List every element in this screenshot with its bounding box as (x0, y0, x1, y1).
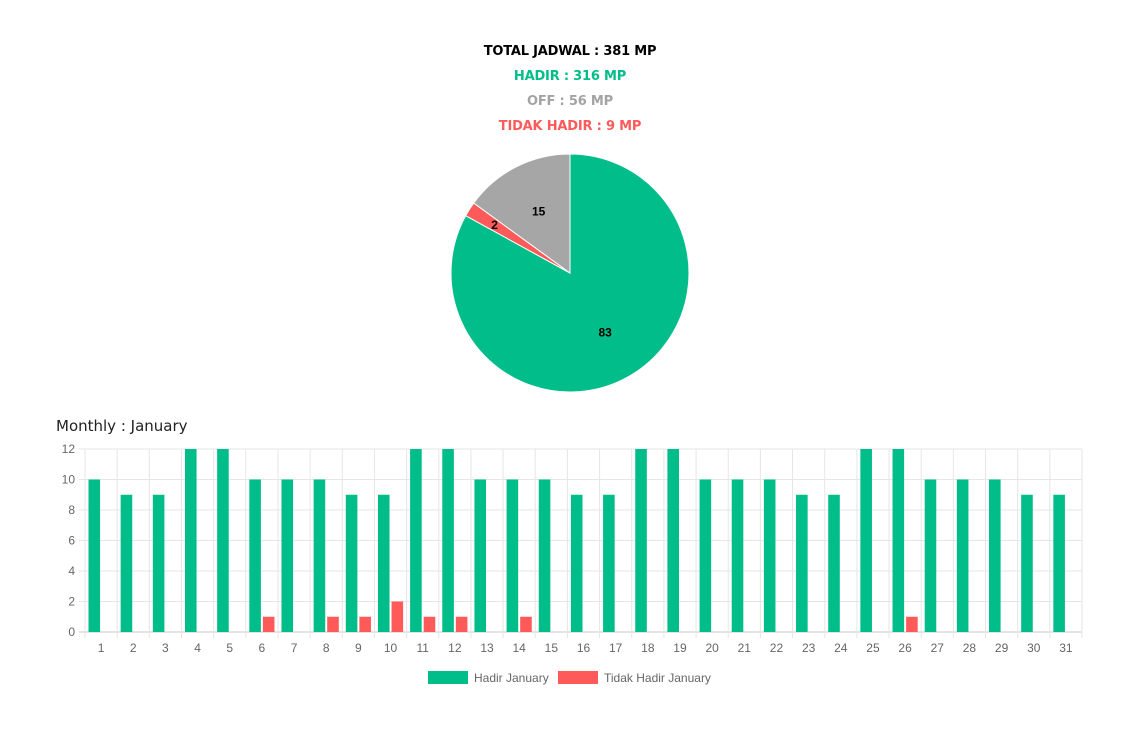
y-tick-label: 8 (68, 503, 75, 517)
x-tick-label: 13 (480, 641, 494, 655)
bar-tidak-hadir-8 (327, 616, 339, 632)
bar-hadir-3 (152, 494, 165, 632)
pie-label-hadir: 83 (598, 325, 612, 339)
x-tick-label: 17 (609, 641, 623, 655)
bar-tidak-hadir-6 (262, 616, 275, 632)
total-jadwal-label: TOTAL JADWAL : 381 MP (483, 44, 657, 59)
bar-hadir-26 (892, 449, 905, 632)
x-tick-label: 3 (162, 641, 169, 655)
x-tick-label: 19 (673, 641, 687, 655)
bar-hadir-21 (731, 479, 744, 632)
bar-hadir-8 (313, 479, 326, 632)
x-tick-label: 8 (323, 641, 330, 655)
hadir-label: HADIR : 316 MP (513, 69, 627, 84)
bar-tidak-hadir-9 (359, 616, 371, 632)
bar-hadir-16 (570, 494, 583, 632)
x-tick-label: 9 (355, 641, 362, 655)
bar-tidak-hadir-11 (423, 616, 436, 632)
off-label: OFF : 56 MP (527, 94, 613, 109)
x-tick-label: 6 (259, 641, 266, 655)
y-tick-label: 0 (68, 625, 75, 639)
x-tick-label: 15 (545, 641, 559, 655)
bar-hadir-31 (1053, 494, 1065, 632)
x-tick-label: 5 (226, 641, 233, 655)
y-tick-label: 4 (68, 564, 75, 578)
x-tick-label: 4 (194, 641, 201, 655)
legend-label-0: Hadir January (474, 671, 549, 685)
bar-hadir-10 (377, 494, 390, 632)
bar-hadir-24 (828, 494, 840, 632)
x-tick-label: 24 (834, 641, 848, 655)
bar-hadir-23 (796, 494, 808, 632)
bar-hadir-1 (88, 479, 101, 632)
bar-chart-title: Monthly : January (56, 417, 188, 435)
bar-hadir-13 (474, 479, 487, 632)
x-tick-label: 2 (130, 641, 137, 655)
legend-swatch-1 (558, 671, 598, 684)
x-tick-label: 20 (705, 641, 719, 655)
bar-tidak-hadir-26 (906, 616, 918, 632)
bar-hadir-28 (956, 479, 969, 632)
tidak-hadir-label: TIDAK HADIR : 9 MP (498, 119, 642, 134)
x-tick-label: 22 (770, 641, 784, 655)
bar-hadir-17 (603, 494, 615, 632)
y-tick-label: 12 (62, 442, 76, 456)
bar-hadir-19 (667, 449, 679, 632)
x-tick-label: 23 (802, 641, 816, 655)
bar-hadir-22 (763, 479, 776, 632)
pie-label-off: 15 (532, 205, 546, 219)
bar-hadir-11 (410, 449, 422, 632)
y-tick-label: 2 (68, 595, 75, 609)
bar-hadir-27 (924, 479, 937, 632)
x-tick-label: 21 (738, 641, 752, 655)
x-tick-label: 16 (577, 641, 591, 655)
bar-hadir-25 (860, 449, 872, 632)
bar-hadir-4 (184, 449, 197, 632)
x-tick-label: 28 (963, 641, 977, 655)
bar-tidak-hadir-10 (391, 601, 404, 632)
bar-tidak-hadir-14 (520, 616, 532, 632)
x-tick-label: 11 (416, 641, 429, 655)
x-tick-label: 18 (641, 641, 655, 655)
x-tick-label: 30 (1027, 641, 1041, 655)
legend-swatch-0 (428, 671, 468, 684)
x-tick-label: 12 (448, 641, 462, 655)
bar-hadir-7 (281, 479, 294, 632)
x-tick-label: 26 (898, 641, 912, 655)
bar-tidak-hadir-12 (455, 616, 468, 632)
pie-slice-off (473, 153, 571, 274)
legend-label-1: Tidak Hadir January (604, 671, 711, 685)
pie-label-tidak_hadir: 2 (491, 218, 498, 232)
x-tick-label: 25 (866, 641, 880, 655)
y-tick-label: 10 (62, 473, 76, 487)
bar-hadir-29 (989, 479, 1001, 632)
bar-hadir-9 (345, 494, 358, 632)
bar-hadir-6 (249, 479, 261, 632)
bar-hadir-14 (506, 479, 519, 632)
x-tick-label: 14 (512, 641, 526, 655)
bar-hadir-20 (699, 479, 712, 632)
bar-hadir-2 (120, 494, 133, 632)
bar-hadir-18 (635, 449, 647, 632)
x-tick-label: 31 (1059, 641, 1073, 655)
bar-hadir-5 (217, 449, 229, 632)
x-tick-label: 10 (384, 641, 398, 655)
bar-hadir-30 (1021, 494, 1033, 632)
bar-hadir-12 (442, 449, 454, 632)
x-tick-label: 1 (98, 641, 105, 655)
bar-hadir-15 (538, 479, 551, 632)
x-tick-label: 27 (931, 641, 945, 655)
x-tick-label: 7 (291, 641, 298, 655)
x-tick-label: 29 (995, 641, 1009, 655)
y-tick-label: 6 (68, 534, 75, 548)
